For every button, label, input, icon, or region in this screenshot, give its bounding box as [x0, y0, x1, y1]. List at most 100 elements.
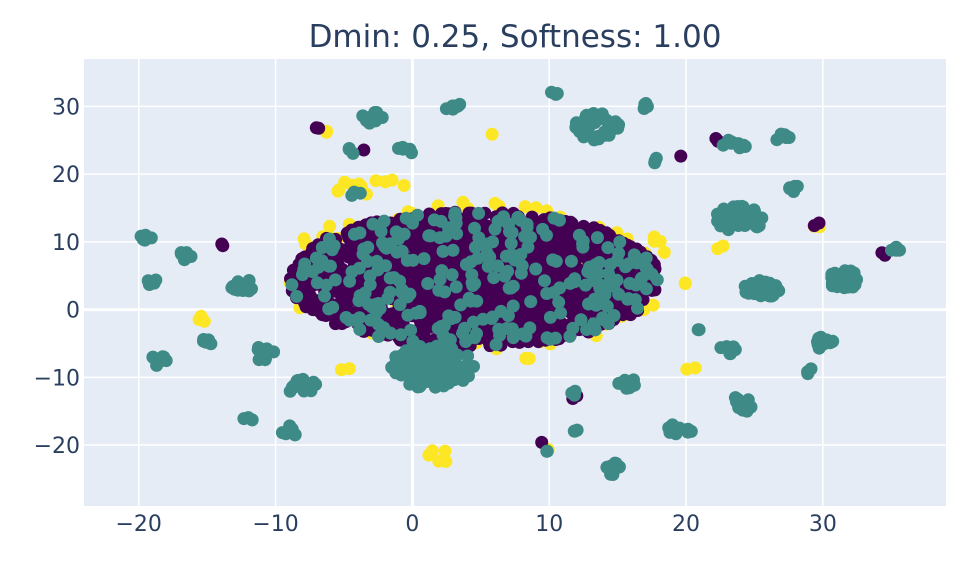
scatter-point [310, 276, 324, 290]
scatter-point [396, 140, 410, 154]
scatter-point [157, 350, 171, 364]
scatter-point [283, 384, 297, 398]
scatter-point [340, 299, 354, 313]
scatter-point [783, 182, 797, 195]
scatter-point [137, 232, 151, 246]
x-tick-label: −10 [252, 512, 298, 537]
scatter-point [543, 310, 557, 324]
scatter-point [481, 259, 495, 273]
scatter-point [390, 245, 404, 259]
scatter-point [566, 321, 580, 335]
y-tick-label: −20 [34, 434, 80, 459]
scatter-point [406, 234, 420, 248]
scatter-point [502, 217, 516, 231]
scatter-point [342, 142, 356, 156]
y-tick-label: 20 [52, 163, 80, 188]
scatter-point [492, 322, 506, 336]
scatter-point [485, 312, 498, 325]
scatter-point [631, 301, 644, 315]
scatter-point [622, 292, 635, 306]
scatter-point [604, 459, 617, 473]
scatter-point [297, 232, 311, 246]
scatter-point [413, 304, 427, 318]
scatter-point [692, 323, 706, 337]
scatter-point [442, 376, 456, 390]
y-tick-labels: −20 −10 0 10 20 30 [34, 95, 80, 459]
scatter-point [436, 244, 450, 258]
scatter-point [674, 149, 688, 163]
scatter-point [518, 230, 532, 243]
scatter-point [285, 278, 299, 292]
scatter-point [401, 290, 415, 304]
scatter-point [623, 378, 637, 392]
scatter-point [449, 280, 463, 294]
scatter-point [848, 271, 862, 285]
scatter-point [607, 309, 621, 322]
y-tick-label: 0 [66, 299, 80, 324]
scatter-point [322, 302, 336, 316]
scatter-point [596, 313, 610, 327]
scatter-point [488, 222, 502, 236]
scatter-point [394, 366, 407, 379]
scatter-point [745, 277, 759, 290]
scatter-point [323, 219, 337, 233]
scatter-point [378, 239, 392, 253]
scatter-point [516, 327, 529, 341]
scatter-point [711, 242, 725, 256]
scatter-point [738, 140, 752, 153]
scatter-point [425, 444, 439, 458]
scatter-point [366, 217, 380, 231]
scatter-point [582, 297, 595, 311]
series-3 [134, 85, 906, 481]
scatter-point [363, 110, 377, 124]
scatter-point [353, 226, 367, 240]
scatter-point [501, 264, 515, 278]
scatter-point [411, 208, 424, 222]
y-tick-label: 30 [52, 95, 80, 120]
scatter-point [554, 306, 568, 320]
scatter-point [736, 200, 750, 214]
scatter-point [684, 424, 698, 438]
scatter-point [504, 236, 518, 250]
scatter-point [245, 282, 258, 296]
scatter-point [508, 253, 522, 267]
scatter-point [504, 281, 518, 295]
scatter-point [318, 289, 331, 303]
scatter-point [630, 256, 644, 270]
scatter-point [369, 174, 383, 188]
scatter-point [721, 133, 735, 147]
x-tick-label: 20 [672, 512, 700, 537]
scatter-point [345, 265, 359, 279]
scatter-point [540, 287, 554, 300]
scatter-point [328, 273, 342, 287]
scatter-point [462, 206, 476, 220]
scatter-point [592, 297, 606, 311]
scatter-point [406, 253, 420, 267]
scatter-point [390, 308, 404, 321]
scatter-point [443, 333, 457, 347]
scatter-point [536, 222, 550, 236]
scatter-point [612, 118, 626, 132]
scatter-point [404, 323, 418, 337]
scatter-point [459, 258, 473, 271]
chart-title: Dmin: 0.25, Softness: 1.00 [309, 19, 722, 55]
scatter-point [568, 384, 582, 398]
x-tick-label: 30 [809, 512, 837, 537]
scatter-point [587, 107, 600, 120]
scatter-point [779, 131, 793, 144]
scatter-point [549, 254, 563, 268]
scatter-point [545, 85, 558, 99]
scatter-point [408, 365, 422, 378]
scatter-point [363, 269, 377, 283]
scatter-point [591, 129, 605, 143]
scatter-point [741, 393, 755, 407]
scatter-point [574, 313, 588, 327]
scatter-point [446, 243, 460, 257]
scatter-point [194, 309, 208, 323]
scatter-point [816, 337, 830, 351]
scatter-point [442, 309, 456, 323]
scatter-point [421, 277, 435, 290]
scatter-point [290, 289, 304, 303]
scatter-point [601, 241, 615, 255]
scatter-point [538, 243, 552, 257]
